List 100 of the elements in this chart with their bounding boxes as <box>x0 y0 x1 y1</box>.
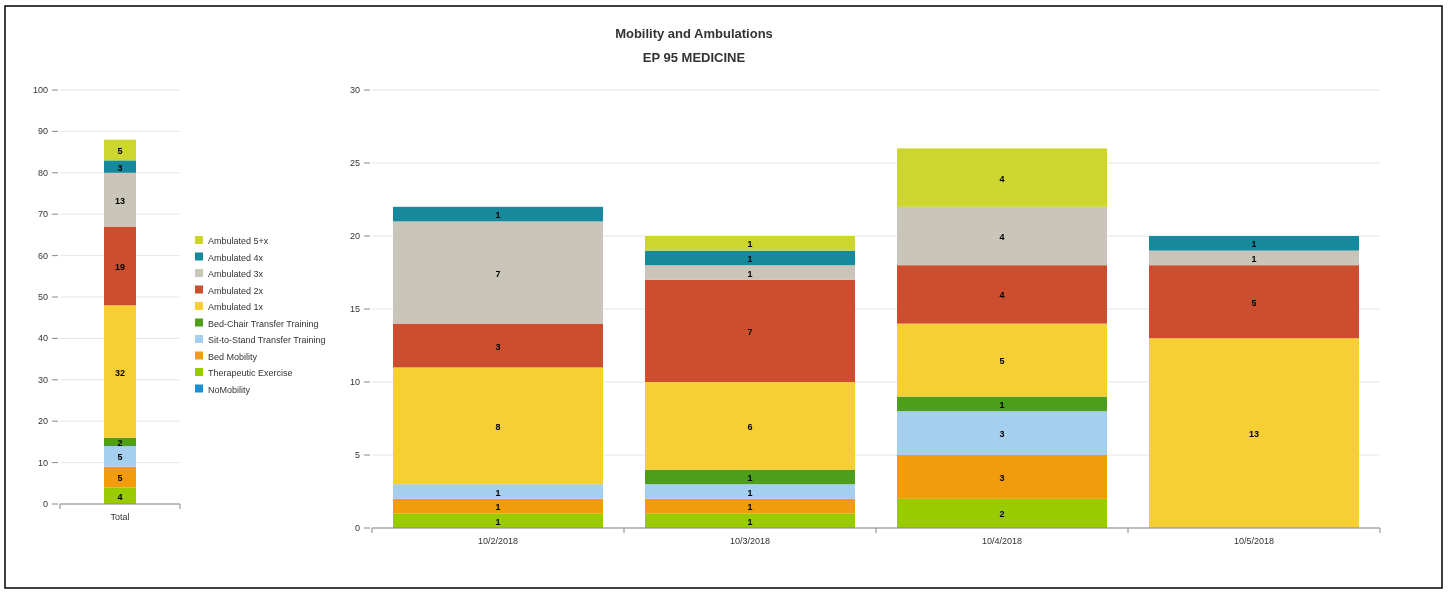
y-tick-label: 90 <box>37 126 48 137</box>
legend-label: Bed-Chair Transfer Training <box>208 318 319 329</box>
data-label: 1 <box>747 268 753 279</box>
bar <box>393 484 603 499</box>
data-label: 1 <box>495 516 501 527</box>
x-tick-label: 10/5/2018 <box>1233 536 1275 546</box>
bar <box>645 250 855 266</box>
y-tick-label: 30 <box>37 374 48 385</box>
y-tick-label: 50 <box>37 292 48 302</box>
data-label: 1 <box>1251 239 1257 250</box>
data-label: 7 <box>747 326 753 337</box>
y-tick-label: 15 <box>349 304 360 314</box>
bar <box>104 487 136 504</box>
bar <box>393 323 603 368</box>
data-label: 5 <box>999 356 1005 367</box>
chart-subtitle: EP 95 MEDICINE <box>642 50 746 65</box>
data-label: 5 <box>1251 297 1257 308</box>
bar <box>645 484 855 499</box>
bar <box>897 498 1107 528</box>
bar <box>393 367 603 485</box>
data-label: 6 <box>747 421 753 432</box>
data-label: 1 <box>747 253 753 264</box>
y-tick-label: 80 <box>37 167 48 178</box>
y-tick-label: 0 <box>42 499 48 509</box>
y-tick-label: 10 <box>37 457 48 468</box>
bar <box>393 513 603 528</box>
bar <box>1149 265 1359 339</box>
data-label: 2 <box>117 437 123 448</box>
data-label: 1 <box>747 502 753 513</box>
legend-label: Ambulated 2x <box>208 285 264 296</box>
data-label: 3 <box>999 472 1005 483</box>
data-label: 4 <box>999 173 1005 184</box>
data-label: 19 <box>114 261 126 272</box>
y-tick-label: 30 <box>349 85 360 95</box>
bar <box>1149 338 1359 528</box>
legend-label: NoMobility <box>208 384 251 395</box>
data-label: 32 <box>114 367 126 378</box>
data-label: 2 <box>999 509 1005 520</box>
data-label: 1 <box>495 487 501 498</box>
y-tick-label: 40 <box>37 333 48 344</box>
x-tick-label: Total <box>110 512 130 522</box>
legend-label: Ambulated 1x <box>208 302 264 312</box>
bar <box>897 396 1107 412</box>
data-label: 3 <box>495 341 501 352</box>
x-tick-label: 10/4/2018 <box>981 536 1023 546</box>
bar <box>104 466 136 488</box>
y-tick-label: 70 <box>37 209 48 220</box>
data-label: 1 <box>495 502 501 513</box>
data-label: 13 <box>114 195 126 206</box>
y-tick-label: 20 <box>349 231 360 241</box>
bar <box>104 226 136 306</box>
bar <box>897 455 1107 499</box>
data-label: 5 <box>117 452 123 463</box>
bar <box>1149 250 1359 266</box>
data-label: 1 <box>747 239 753 250</box>
data-label: 8 <box>495 421 501 432</box>
bar <box>104 139 136 161</box>
bar <box>897 206 1107 266</box>
data-label: 1 <box>747 472 753 483</box>
bar <box>897 323 1107 397</box>
bar <box>645 469 855 485</box>
bar <box>897 148 1107 207</box>
legend-label: Sit-to-Stand Transfer Training <box>208 335 326 345</box>
bar <box>393 206 603 222</box>
data-label: 1 <box>747 487 753 498</box>
chart-title: Mobility and Ambulations <box>615 26 773 41</box>
data-label: 3 <box>117 162 123 173</box>
bar <box>104 305 136 438</box>
legend-label: Ambulated 4x <box>208 252 264 263</box>
y-tick-label: 100 <box>32 85 48 95</box>
data-label: 1 <box>747 516 753 527</box>
y-tick-label: 25 <box>349 158 360 168</box>
data-label: 4 <box>117 491 123 502</box>
data-label: 5 <box>117 146 123 157</box>
legend-label: Ambulated 3x <box>208 269 264 279</box>
y-tick-label: 10 <box>349 377 360 387</box>
data-label: 13 <box>1248 429 1260 440</box>
bar <box>104 172 136 227</box>
legend-label: Ambulated 5+x <box>208 236 269 246</box>
bar <box>104 160 136 173</box>
bar <box>897 411 1107 455</box>
x-tick-label: 10/2/2018 <box>477 536 519 546</box>
y-tick-label: 0 <box>354 523 360 533</box>
legend-label: Bed Mobility <box>208 351 258 362</box>
bar <box>645 279 855 382</box>
data-label: 3 <box>999 429 1005 440</box>
data-label: 4 <box>999 232 1005 242</box>
bar <box>393 498 603 514</box>
y-tick-label: 5 <box>354 450 360 460</box>
data-label: 1 <box>495 210 501 221</box>
data-label: 4 <box>999 290 1005 301</box>
bar <box>645 513 855 528</box>
bar <box>1149 236 1359 251</box>
y-tick-label: 20 <box>37 416 48 427</box>
data-label: 1 <box>999 399 1005 410</box>
bar <box>645 382 855 470</box>
bar <box>393 221 603 324</box>
bar <box>645 236 855 251</box>
data-label: 5 <box>117 473 123 484</box>
bar <box>645 498 855 514</box>
